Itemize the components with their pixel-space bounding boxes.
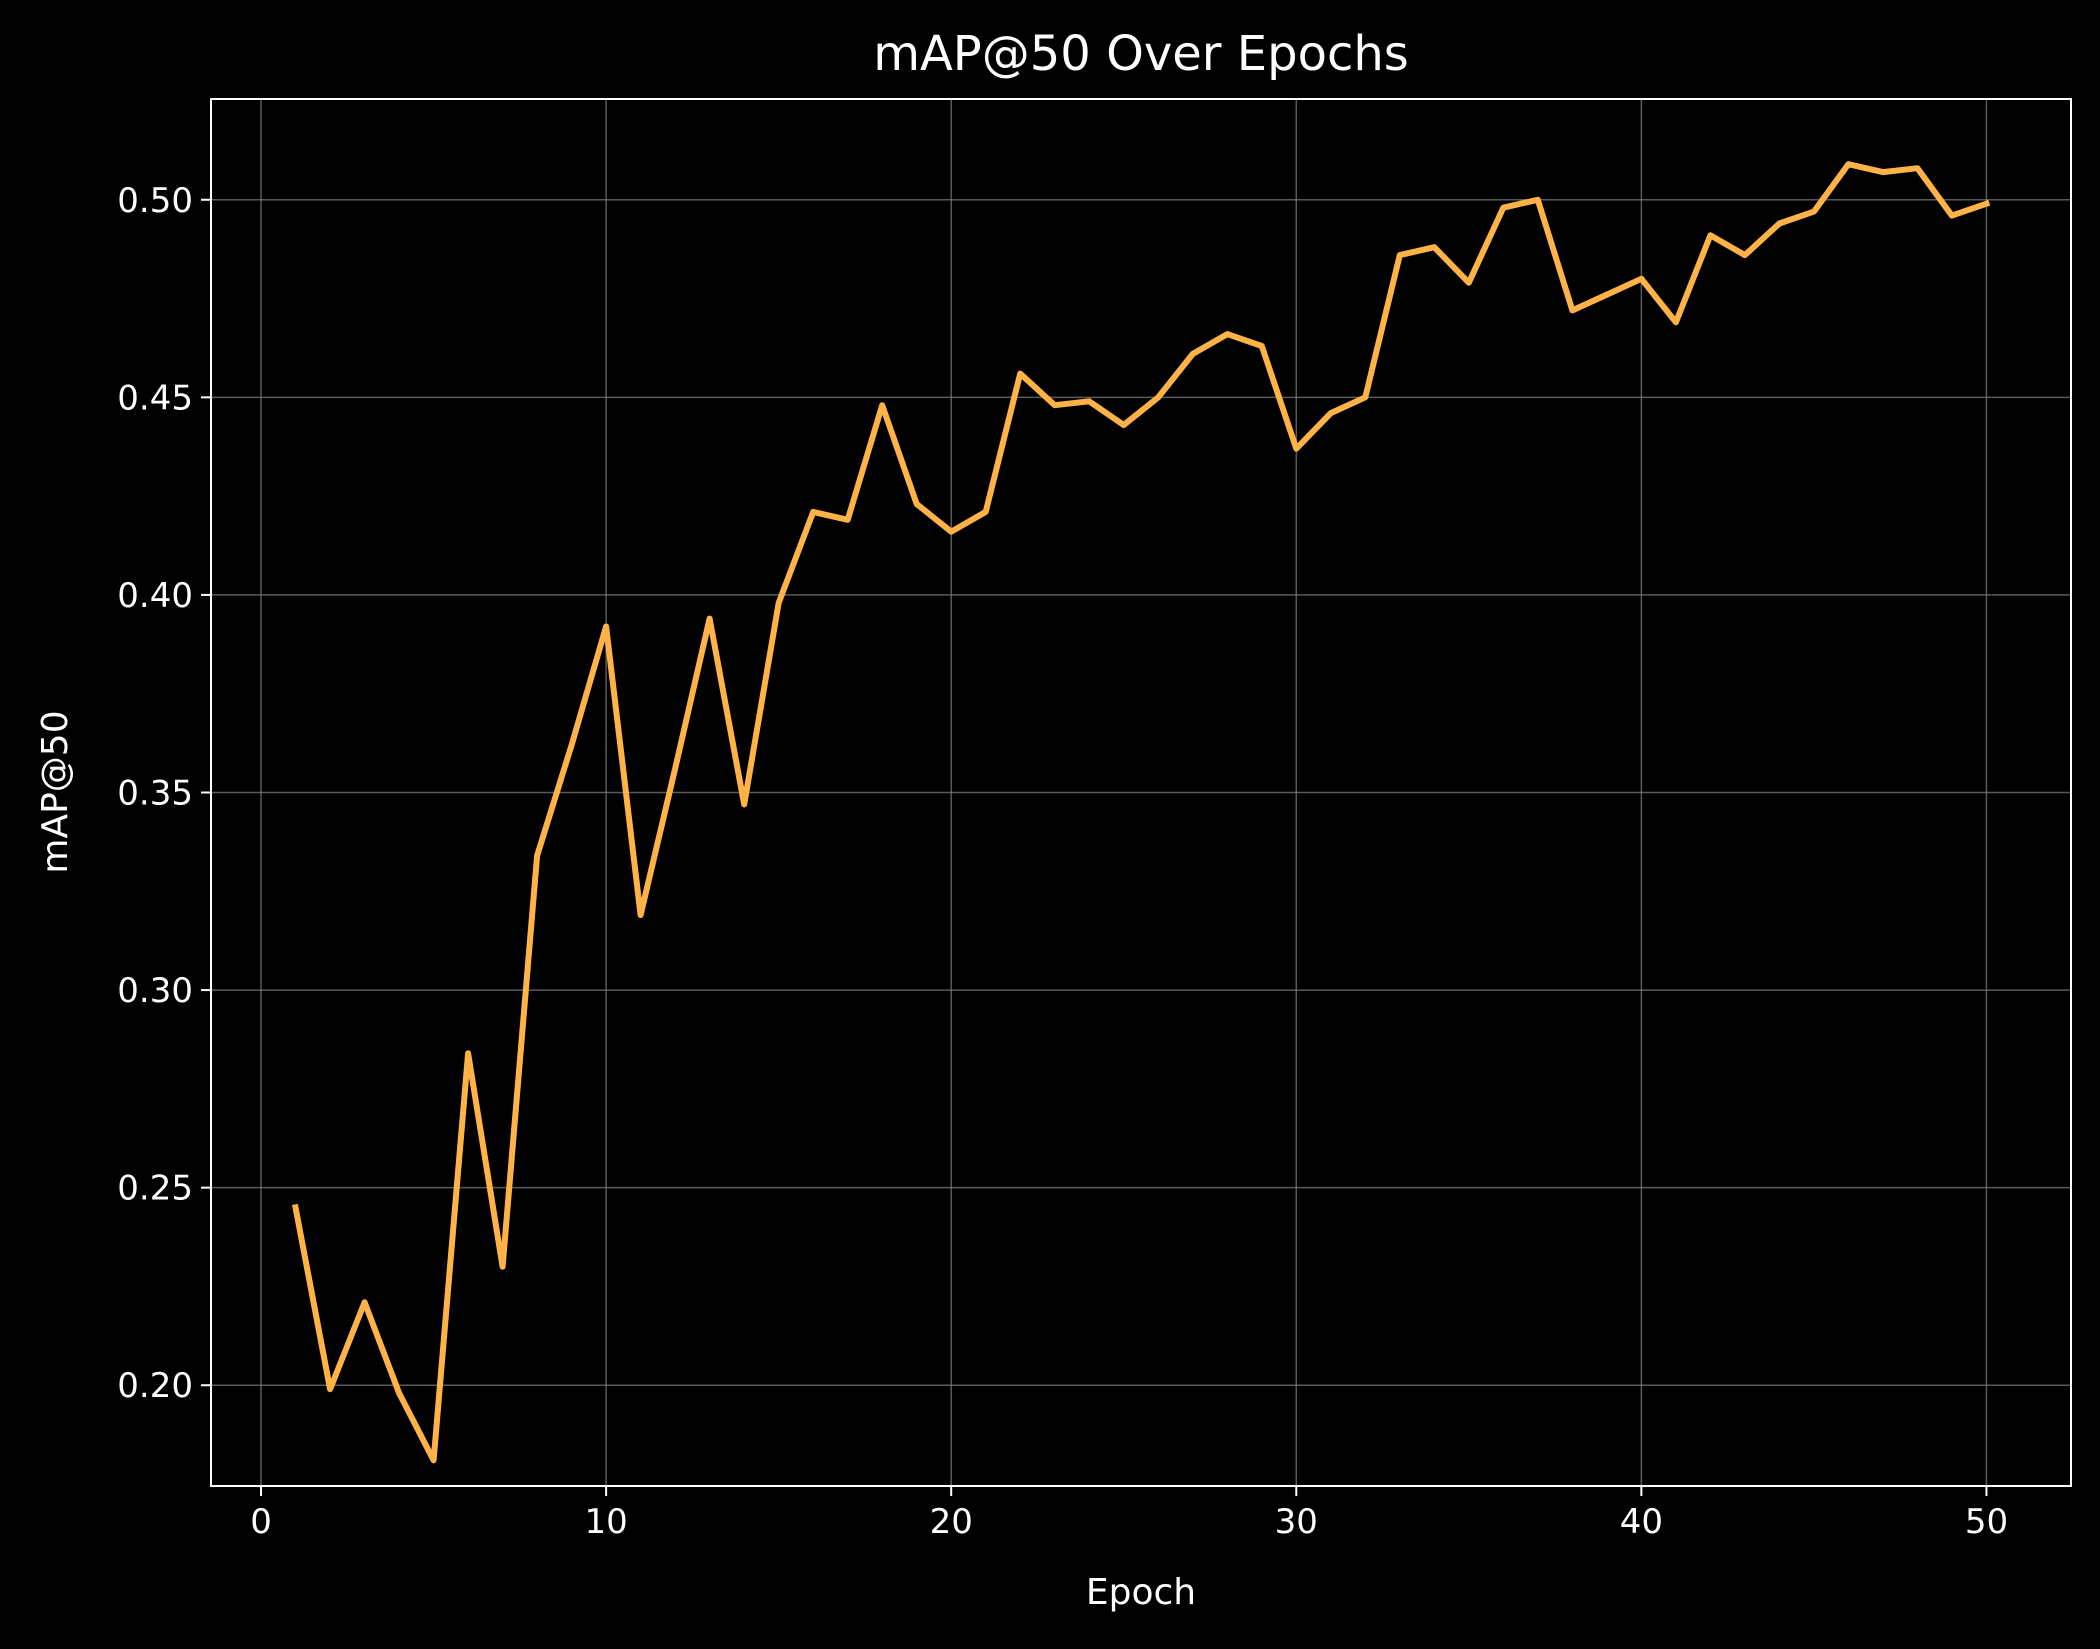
grid [211,99,2071,1486]
x-tick-label: 30 [1275,1502,1318,1542]
series-layer [291,161,1991,1464]
y-tick-label: 0.30 [117,971,193,1011]
x-tick-label: 0 [250,1502,272,1542]
y-tick-label: 0.20 [117,1366,193,1406]
x-tick-label: 10 [584,1502,627,1542]
y-axis-ticks: 0.20 0.25 0.30 0.35 0.40 0.45 0.50 [117,181,211,1406]
y-tick-label: 0.35 [117,774,193,814]
y-tick-label: 0.40 [117,576,193,616]
x-tick-label: 50 [1965,1502,2008,1542]
x-axis-ticks: 0 10 20 30 40 50 [250,1486,2008,1542]
series-line [291,161,1991,1464]
x-tick-label: 40 [1620,1502,1663,1542]
y-tick-label: 0.45 [117,378,193,418]
x-axis-label: Epoch [1086,1572,1196,1613]
x-tick-label: 20 [930,1502,973,1542]
y-axis-label: mAP@50 [35,710,76,873]
chart-title: mAP@50 Over Epochs [873,26,1409,82]
y-tick-label: 0.50 [117,181,193,221]
y-tick-label: 0.25 [117,1169,193,1209]
